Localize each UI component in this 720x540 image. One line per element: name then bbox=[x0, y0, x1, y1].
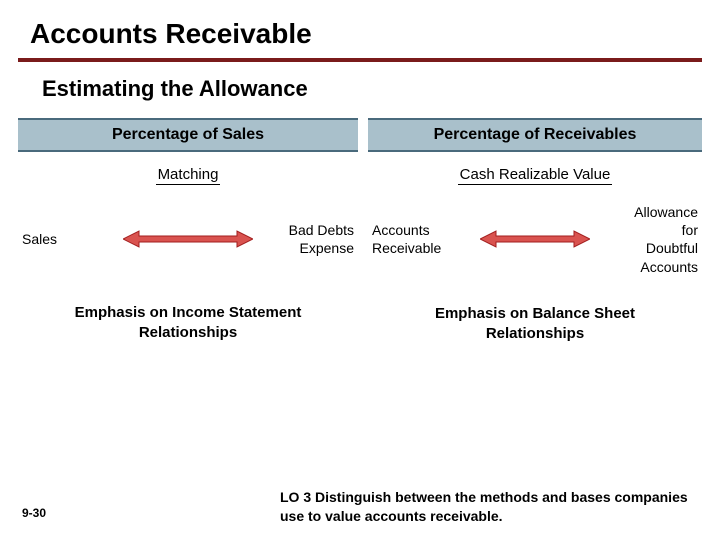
comparison-panels: Percentage of Sales Matching Sales Bad D… bbox=[0, 106, 720, 344]
panel-header: Percentage of Sales bbox=[18, 118, 358, 152]
panel-header: Percentage of Receivables bbox=[368, 118, 702, 152]
relation-left-term: Sales bbox=[22, 230, 117, 248]
panel-percentage-of-receivables: Percentage of Receivables Cash Realizabl… bbox=[368, 118, 702, 344]
panel-subheader: Matching bbox=[18, 166, 358, 183]
relation-right-term: AllowanceforDoubtfulAccounts bbox=[603, 203, 698, 276]
panel-emphasis: Emphasis on Balance SheetRelationships bbox=[368, 304, 702, 345]
panel-percentage-of-sales: Percentage of Sales Matching Sales Bad D… bbox=[18, 118, 358, 344]
panel-emphasis: Emphasis on Income StatementRelationship… bbox=[18, 303, 358, 344]
relation-left-term: AccountsReceivable bbox=[372, 221, 467, 257]
page-number: 9-30 bbox=[22, 506, 46, 520]
relation-row: AccountsReceivable AllowanceforDoubtfulA… bbox=[368, 203, 702, 276]
relation-right-term: Bad DebtsExpense bbox=[259, 221, 354, 257]
page-title: Accounts Receivable bbox=[0, 0, 720, 58]
double-arrow-icon bbox=[117, 229, 259, 249]
page-subtitle: Estimating the Allowance bbox=[0, 62, 720, 106]
relation-row: Sales Bad DebtsExpense bbox=[18, 203, 358, 275]
panel-subheader: Cash Realizable Value bbox=[368, 166, 702, 183]
learning-objective: LO 3 Distinguish between the methods and… bbox=[280, 488, 700, 526]
double-arrow-icon bbox=[467, 229, 603, 249]
